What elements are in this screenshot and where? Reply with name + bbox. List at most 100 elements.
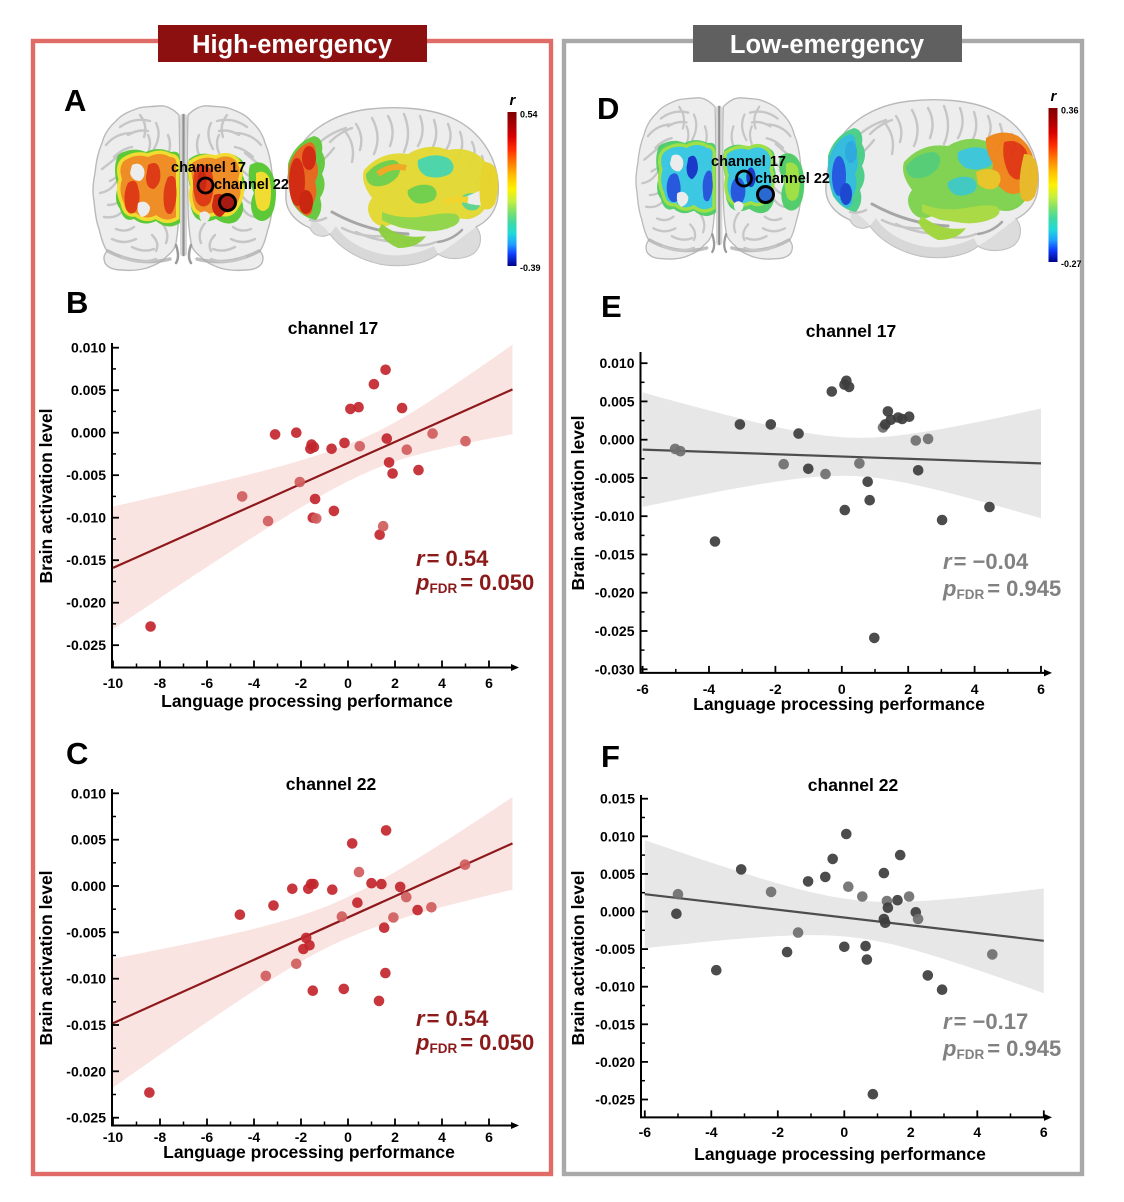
svg-text:-0.020: -0.020 (595, 1054, 635, 1070)
svg-text:D: D (597, 91, 619, 126)
svg-text:0.54: 0.54 (520, 110, 538, 120)
svg-text:0: 0 (344, 675, 352, 691)
svg-text:B: B (66, 285, 88, 320)
svg-text:-4: -4 (248, 1129, 261, 1145)
svg-text:Brain activation level: Brain activation level (568, 870, 588, 1045)
svg-text:Language processing performanc: Language processing performance (163, 1142, 455, 1162)
svg-text:0.005: 0.005 (600, 866, 635, 882)
svg-text:2: 2 (391, 675, 399, 691)
svg-text:-2: -2 (772, 1124, 785, 1140)
svg-text:-0.010: -0.010 (595, 508, 635, 524)
svg-text:pFDR= 0.945: pFDR = 0.945 (942, 576, 1061, 602)
svg-text:4: 4 (971, 681, 979, 697)
svg-text:pFDR= 0.050: pFDR = 0.050 (415, 1030, 534, 1056)
svg-text:Brain activation level: Brain activation level (568, 415, 588, 590)
svg-text:-0.005: -0.005 (66, 467, 106, 483)
svg-text:-0.025: -0.025 (66, 1110, 106, 1126)
svg-text:0.005: 0.005 (71, 382, 106, 398)
svg-text:Language processing performanc: Language processing performance (694, 1144, 986, 1164)
svg-text:-0.015: -0.015 (595, 547, 635, 563)
svg-text:-0.015: -0.015 (66, 1017, 106, 1033)
svg-text:2: 2 (391, 1129, 399, 1145)
svg-text:-0.39: -0.39 (520, 263, 541, 273)
svg-text:6: 6 (1040, 1124, 1048, 1140)
svg-text:Brain activation level: Brain activation level (36, 408, 56, 583)
svg-text:0: 0 (840, 1124, 848, 1140)
svg-text:-2: -2 (295, 675, 308, 691)
svg-text:C: C (66, 736, 88, 771)
svg-text:-6: -6 (636, 681, 649, 697)
svg-text:4: 4 (973, 1124, 981, 1140)
svg-text:-0.030: -0.030 (595, 661, 635, 677)
svg-text:-0.010: -0.010 (66, 971, 106, 987)
svg-text:-10: -10 (103, 1129, 123, 1145)
svg-text:-10: -10 (103, 675, 123, 691)
svg-text:-0.025: -0.025 (595, 1092, 635, 1108)
svg-text:-0.010: -0.010 (66, 510, 106, 526)
svg-text:0.000: 0.000 (71, 425, 106, 441)
svg-text:channel 22: channel 22 (808, 775, 899, 795)
svg-text:channel 17: channel 17 (711, 154, 786, 170)
svg-text:4: 4 (438, 675, 446, 691)
svg-text:2: 2 (904, 681, 912, 697)
svg-text:-6: -6 (201, 675, 214, 691)
svg-text:0.000: 0.000 (599, 432, 634, 448)
svg-text:0.015: 0.015 (600, 791, 635, 807)
svg-text:0.010: 0.010 (599, 355, 634, 371)
svg-text:0.36: 0.36 (1061, 106, 1079, 116)
svg-text:-0.010: -0.010 (595, 979, 635, 995)
svg-text:-6: -6 (201, 1129, 214, 1145)
svg-text:-0.005: -0.005 (595, 941, 635, 957)
svg-text:-4: -4 (703, 681, 716, 697)
svg-text:6: 6 (485, 675, 493, 691)
svg-text:-0.005: -0.005 (595, 470, 635, 486)
svg-text:-6: -6 (639, 1124, 652, 1140)
svg-text:6: 6 (485, 1129, 493, 1145)
svg-text:0.010: 0.010 (600, 828, 635, 844)
svg-text:-0.025: -0.025 (66, 637, 106, 653)
svg-text:-0.015: -0.015 (595, 1016, 635, 1032)
svg-text:-2: -2 (295, 1129, 308, 1145)
svg-text:4: 4 (438, 1129, 446, 1145)
svg-text:-2: -2 (769, 681, 782, 697)
svg-text:0.000: 0.000 (71, 878, 106, 894)
svg-text:r= 0.54: r= 0.54 (416, 546, 489, 571)
svg-text:0: 0 (838, 681, 846, 697)
svg-text:E: E (601, 289, 622, 324)
svg-text:2: 2 (907, 1124, 915, 1140)
svg-text:pFDR= 0.945: pFDR = 0.945 (942, 1036, 1061, 1062)
svg-text:channel 22: channel 22 (286, 774, 377, 794)
svg-text:-0.27: -0.27 (1061, 259, 1082, 269)
svg-text:0.000: 0.000 (600, 904, 635, 920)
svg-text:channel 17: channel 17 (171, 160, 246, 176)
svg-text:Brain activation level: Brain activation level (36, 870, 56, 1045)
svg-text:0: 0 (344, 1129, 352, 1145)
svg-text:High-emergency: High-emergency (192, 31, 393, 59)
svg-text:-0.020: -0.020 (66, 1063, 106, 1079)
svg-text:pFDR= 0.050: pFDR = 0.050 (415, 570, 534, 596)
svg-text:r= −0.04: r= −0.04 (943, 549, 1029, 574)
svg-text:-4: -4 (705, 1124, 718, 1140)
svg-text:channel 22: channel 22 (755, 171, 830, 187)
svg-text:-8: -8 (154, 675, 167, 691)
svg-text:-0.015: -0.015 (66, 552, 106, 568)
svg-text:0.005: 0.005 (71, 832, 106, 848)
svg-text:-0.025: -0.025 (595, 623, 635, 639)
svg-text:A: A (64, 83, 86, 118)
svg-text:0.010: 0.010 (71, 785, 106, 801)
svg-text:r: r (510, 92, 517, 109)
svg-text:channel 17: channel 17 (806, 321, 896, 341)
svg-text:0.010: 0.010 (71, 340, 106, 356)
svg-text:6: 6 (1037, 681, 1045, 697)
svg-text:-0.020: -0.020 (66, 595, 106, 611)
svg-text:Low-emergency: Low-emergency (730, 31, 925, 59)
svg-text:-8: -8 (154, 1129, 167, 1145)
svg-text:r= 0.54: r= 0.54 (416, 1006, 489, 1031)
svg-text:Language processing performanc: Language processing performance (161, 691, 453, 711)
svg-text:channel 17: channel 17 (288, 318, 378, 338)
svg-text:Language processing performanc: Language processing performance (693, 694, 985, 714)
svg-text:r: r (1051, 88, 1058, 105)
svg-text:channel 22: channel 22 (214, 177, 289, 193)
svg-text:-4: -4 (248, 675, 261, 691)
svg-text:0.005: 0.005 (599, 393, 634, 409)
